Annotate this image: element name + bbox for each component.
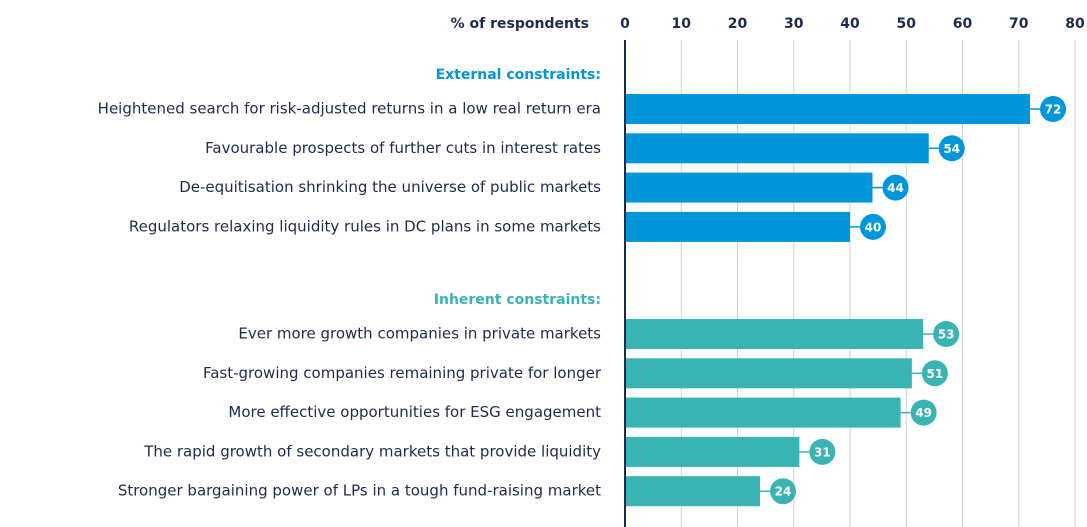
category-label: Ever more growth companies in private ma… [238, 325, 601, 343]
badge [1040, 96, 1066, 122]
category-label: De-equitisation shrinking the universe o… [179, 178, 601, 196]
data-label: 72 [1045, 103, 1062, 117]
x-tick-label: 50 [897, 16, 917, 32]
bar [625, 358, 912, 389]
x-tick-label: 80 [1065, 16, 1085, 32]
bar [625, 133, 929, 164]
bar [625, 319, 924, 349]
badge [938, 135, 965, 162]
group-header: External constraints: [436, 67, 601, 83]
category-label: More effective opportunities for ESG eng… [228, 403, 601, 421]
category-label: Favourable prospects of further cuts in … [205, 139, 601, 157]
data-label: 44 [887, 181, 904, 195]
x-tick-label: 40 [840, 16, 860, 32]
x-tick-label: 60 [953, 16, 973, 32]
badge [921, 360, 948, 387]
x-tick-label: 10 [672, 16, 692, 32]
bar [625, 476, 760, 507]
x-tick-label: 30 [784, 16, 804, 32]
badge [882, 174, 909, 201]
x-tick-label: 20 [728, 16, 748, 32]
badge [860, 213, 886, 240]
group-header: Inherent constraints: [434, 292, 601, 308]
x-tick-label: 70 [1009, 16, 1029, 32]
data-label: 53 [938, 328, 955, 342]
data-label: 49 [915, 406, 932, 420]
category-label: Heightened search for risk-adjusted retu… [98, 100, 601, 118]
x-tick-label: 0 [620, 16, 630, 32]
category-label: Fast-growing companies remaining private… [203, 364, 602, 382]
data-label: 54 [943, 142, 960, 156]
bar [625, 172, 873, 203]
category-label: Regulators relaxing liquidity rules in D… [129, 217, 601, 235]
data-label: 51 [927, 367, 944, 381]
category-label: The rapid growth of secondary markets th… [143, 442, 601, 460]
bar [625, 436, 800, 467]
bar [625, 397, 901, 428]
bar [625, 94, 1030, 124]
data-label: 40 [865, 220, 882, 234]
badge [809, 438, 836, 465]
axis-label: % of respondents [451, 16, 589, 32]
badge [770, 478, 796, 505]
data-label: 24 [775, 485, 792, 499]
category-label: Stronger bargaining power of LPs in a to… [118, 482, 601, 500]
bar [625, 211, 850, 242]
data-label: 31 [814, 445, 831, 459]
badge [933, 321, 960, 347]
badge [910, 399, 937, 426]
